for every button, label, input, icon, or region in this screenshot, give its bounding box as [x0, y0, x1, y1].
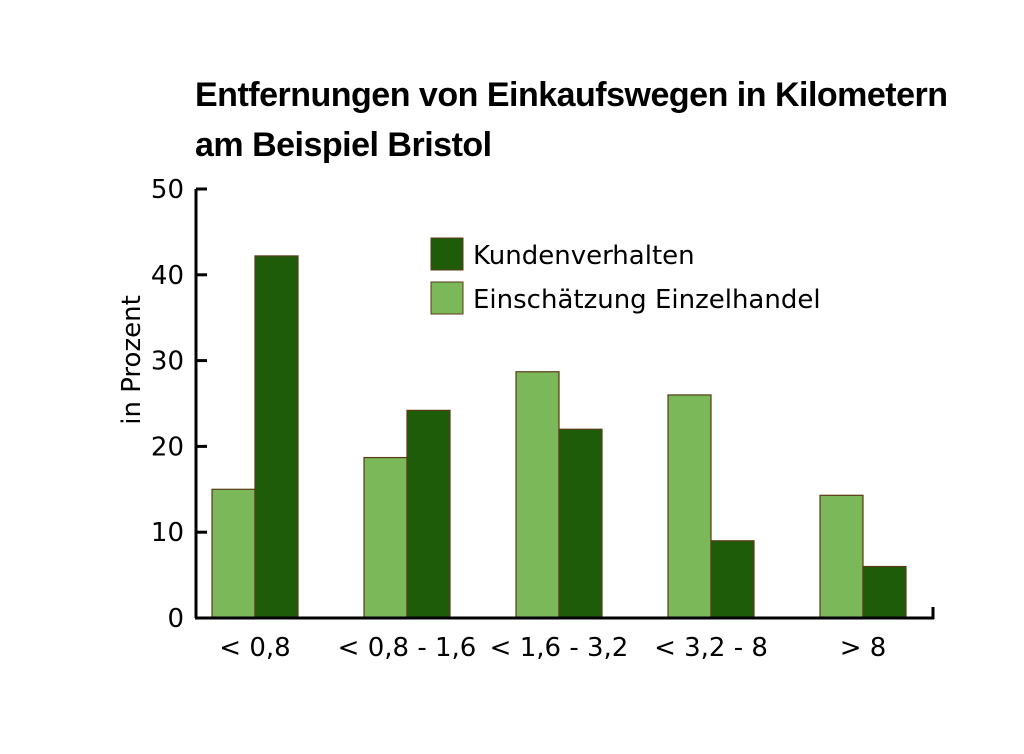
x-tick-label: < 0,8: [219, 633, 290, 663]
bar-einschaetzung-0: [211, 488, 256, 619]
legend: Kundenverhalten Einschätzung Einzelhandel: [430, 237, 821, 315]
legend-swatch: [430, 237, 464, 271]
y-axis-label: in Prozent: [117, 295, 147, 425]
bar-kundenverhalten-0: [254, 255, 299, 619]
bar-einschaetzung-1: [363, 456, 408, 619]
x-tick-label: < 1,6 - 3,2: [490, 633, 629, 663]
y-axis-ticks: 0 10 20 30 40 50: [151, 175, 207, 634]
y-tick-label: 30: [151, 347, 184, 377]
x-axis-ticks: < 0,8 < 0,8 - 1,6 < 1,6 - 3,2 < 3,2 - 8 > 8: [219, 633, 886, 663]
y-tick-label: 0: [167, 604, 184, 634]
y-tick-label: 10: [151, 518, 184, 548]
bar-einschaetzung-4: [819, 494, 864, 619]
y-tick-label: 40: [151, 261, 184, 291]
bar-einschaetzung-2: [515, 371, 560, 619]
bar-kundenverhalten-1: [406, 409, 451, 619]
bar-einschaetzung-3: [667, 394, 712, 619]
x-tick-label: < 3,2 - 8: [654, 633, 768, 663]
chart-title: Entfernungen von Einkaufswegen in Kilome…: [195, 70, 948, 170]
chart-title-line-2: am Beispiel Bristol: [195, 126, 492, 164]
legend-label: Einschätzung Einzelhandel: [473, 285, 821, 315]
bar-kundenverhalten-4: [862, 565, 907, 619]
bar-kundenverhalten-3: [710, 540, 755, 619]
y-tick-label: 50: [151, 175, 184, 205]
chart-title-line-1: Entfernungen von Einkaufswegen in Kilome…: [195, 76, 948, 114]
bars-group: [211, 255, 907, 619]
x-tick-label: > 8: [840, 633, 887, 663]
legend-swatch: [430, 281, 464, 315]
legend-label: Kundenverhalten: [473, 241, 695, 271]
bar-kundenverhalten-2: [558, 428, 603, 619]
x-tick-label: < 0,8 - 1,6: [338, 633, 477, 663]
y-tick-label: 20: [151, 432, 184, 462]
